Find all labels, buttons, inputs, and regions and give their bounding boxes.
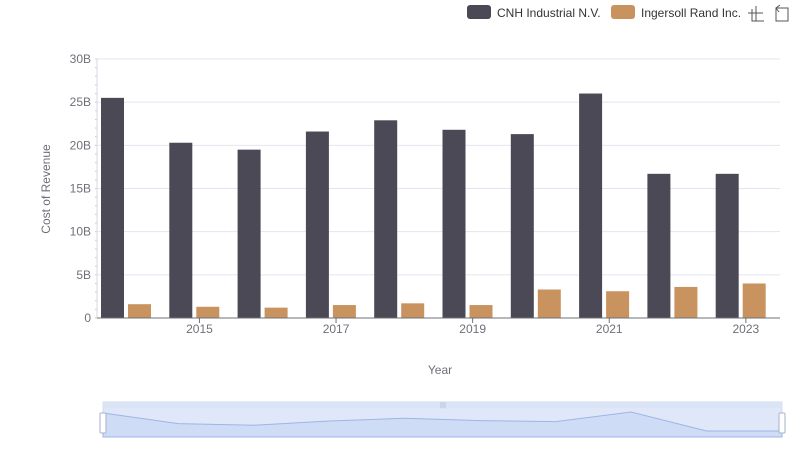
zoom-icon[interactable]: [748, 6, 764, 22]
bar-cnh-2023[interactable]: [715, 173, 739, 318]
legend-label-ingersoll[interactable]: Ingersoll Rand Inc.: [641, 6, 741, 20]
slider-grip-icon: |||: [440, 402, 446, 409]
legend[interactable]: CNH Industrial N.V. Ingersoll Rand Inc.: [467, 5, 741, 20]
y-axis-title: Cost of Revenue: [39, 144, 53, 234]
y-tick-label: 20B: [70, 138, 91, 152]
bar-cnh-2016[interactable]: [237, 149, 261, 318]
bars: [101, 93, 766, 319]
bar-ingersoll-2016[interactable]: [264, 307, 288, 318]
x-tick-label: 2017: [323, 322, 350, 336]
bar-cnh-2014[interactable]: [101, 97, 124, 318]
y-tick-label: 25B: [70, 95, 91, 109]
bar-cnh-2015[interactable]: [169, 142, 193, 318]
bar-cnh-2022[interactable]: [647, 173, 671, 318]
slider-handle-left[interactable]: [99, 412, 107, 434]
x-tick-label: 2015: [186, 322, 213, 336]
bar-ingersoll-2020[interactable]: [537, 289, 561, 318]
bar-ingersoll-2021[interactable]: [606, 291, 630, 318]
legend-label-cnh[interactable]: CNH Industrial N.V.: [497, 6, 601, 20]
bar-ingersoll-2015[interactable]: [196, 306, 220, 318]
data-zoom-slider[interactable]: |||: [99, 401, 786, 438]
bar-cnh-2017[interactable]: [305, 131, 329, 318]
bar-ingersoll-2019[interactable]: [469, 305, 493, 318]
x-tick-label: 2021: [596, 322, 623, 336]
bar-cnh-2019[interactable]: [442, 129, 466, 318]
bar-cnh-2018[interactable]: [374, 120, 398, 319]
legend-swatch-ingersoll: [611, 5, 635, 19]
legend-swatch-cnh: [467, 5, 491, 19]
y-tick-label: 30B: [70, 52, 91, 66]
y-tick-label: 0: [84, 311, 91, 325]
x-axis: 2015 2017 2019 2021 2023: [97, 317, 780, 336]
y-tick-label: 15B: [70, 182, 91, 196]
bar-ingersoll-2023[interactable]: [742, 283, 766, 318]
grid-lines: [95, 58, 780, 319]
x-tick-label: 2023: [732, 322, 759, 336]
bar-ingersoll-2014[interactable]: [128, 304, 151, 318]
bar-ingersoll-2017[interactable]: [332, 305, 356, 318]
slider-top-bar[interactable]: [103, 402, 782, 408]
bar-ingersoll-2022[interactable]: [674, 286, 698, 318]
restore-icon[interactable]: [775, 4, 789, 22]
bar-ingersoll-2018[interactable]: [401, 303, 425, 318]
y-tick-label: 10B: [70, 225, 91, 239]
bar-cnh-2021[interactable]: [579, 93, 603, 319]
slider-handle-right[interactable]: [778, 412, 786, 434]
bar-cnh-2020[interactable]: [510, 134, 534, 318]
y-axis-ticks: 0 5B 10B 15B 20B 25B 30B: [70, 52, 92, 325]
y-tick-label: 5B: [76, 268, 91, 282]
x-axis-title: Year: [428, 363, 452, 377]
x-tick-label: 2019: [459, 322, 486, 336]
